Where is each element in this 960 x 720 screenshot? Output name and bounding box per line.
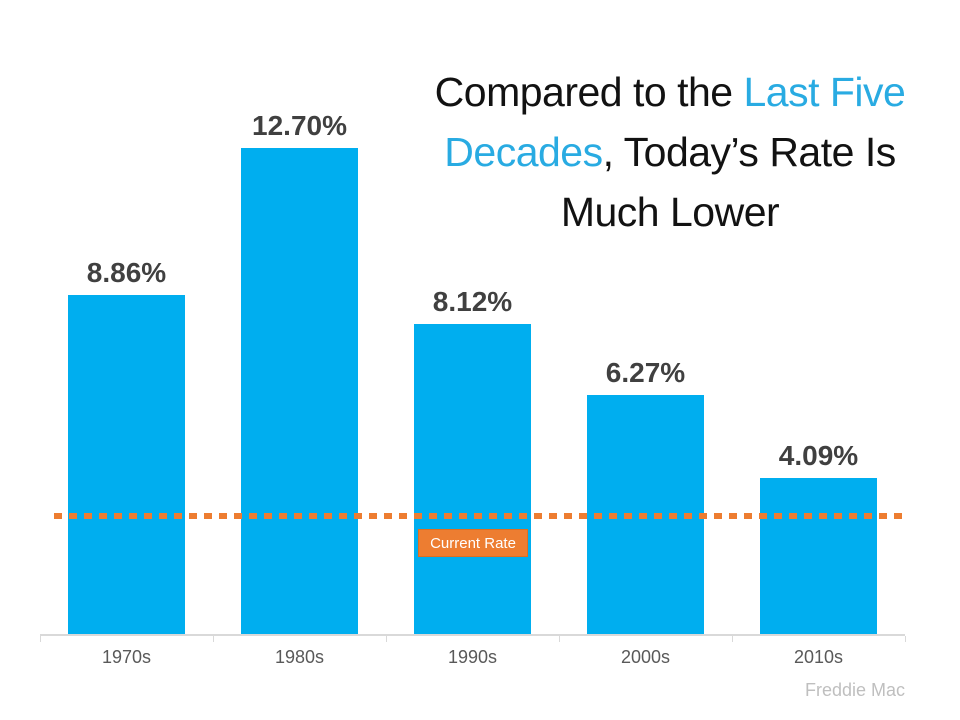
value-label-1990s: 8.12% — [432, 286, 513, 317]
title-segment: Compared to the — [434, 69, 744, 115]
current-rate-line — [54, 513, 904, 519]
chart-title-line: Much Lower — [350, 182, 960, 242]
axis-label-1970s: 1970s — [101, 647, 152, 667]
axis-tick — [905, 636, 906, 642]
axis-tick — [732, 636, 733, 642]
value-label-1980s: 12.70% — [252, 110, 347, 141]
title-segment: Much Lower — [560, 189, 780, 235]
chart-title: Compared to the Last Five Decades, Today’… — [350, 62, 960, 242]
chart-title-line: Compared to the Last Five — [350, 62, 960, 122]
bar-2010s — [760, 478, 877, 634]
title-segment: , Today’s Rate Is — [602, 129, 897, 175]
title-segment-highlight: Decades — [444, 129, 603, 175]
axis-label-1990s: 1990s — [447, 647, 498, 667]
bar-1990s — [414, 324, 531, 634]
axis-label-2000s: 2000s — [620, 647, 671, 667]
axis-label-2010s: 2010s — [793, 647, 844, 667]
value-label-1970s: 8.86% — [86, 257, 167, 288]
axis-tick — [213, 636, 214, 642]
value-label-2010s: 4.09% — [778, 440, 859, 471]
bar-1970s — [68, 295, 185, 634]
title-segment-highlight: Last Five — [743, 69, 906, 115]
x-axis-line — [40, 634, 905, 636]
value-label-2000s: 6.27% — [605, 357, 686, 388]
current-rate-label: Current Rate — [418, 529, 528, 557]
chart-title-line: Decades, Today’s Rate Is — [350, 122, 960, 182]
axis-tick — [386, 636, 387, 642]
axis-label-1980s: 1980s — [274, 647, 325, 667]
bar-1980s — [241, 148, 358, 634]
axis-tick — [40, 636, 41, 642]
source-credit: Freddie Mac — [804, 680, 905, 700]
axis-tick — [559, 636, 560, 642]
